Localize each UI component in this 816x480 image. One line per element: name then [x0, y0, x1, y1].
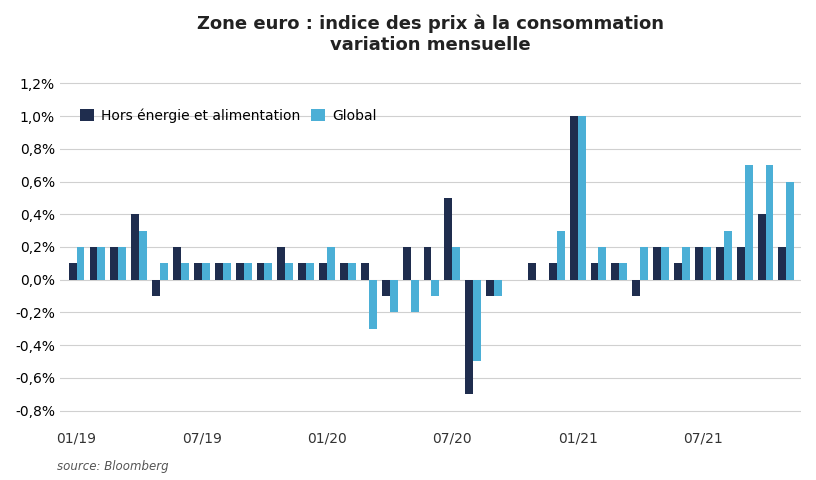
Legend: Hors énergie et alimentation, Global: Hors énergie et alimentation, Global — [74, 103, 382, 128]
Bar — [140, 230, 147, 280]
Bar — [277, 247, 286, 280]
Bar — [319, 264, 327, 280]
Bar — [361, 264, 369, 280]
Bar — [557, 230, 565, 280]
Bar — [632, 280, 641, 296]
Bar — [486, 280, 494, 296]
Bar — [452, 247, 460, 280]
Bar — [152, 280, 160, 296]
Bar — [286, 264, 293, 280]
Bar — [77, 247, 85, 280]
Bar — [611, 264, 619, 280]
Bar — [215, 264, 223, 280]
Bar — [223, 264, 231, 280]
Bar — [90, 247, 97, 280]
Bar — [661, 247, 669, 280]
Bar — [445, 198, 452, 280]
Bar — [264, 264, 273, 280]
Bar — [494, 280, 502, 296]
Bar — [682, 247, 690, 280]
Bar — [619, 264, 628, 280]
Bar — [778, 247, 787, 280]
Bar — [69, 264, 77, 280]
Bar — [528, 264, 536, 280]
Bar — [369, 280, 377, 329]
Bar — [244, 264, 251, 280]
Bar — [703, 247, 711, 280]
Bar — [402, 247, 410, 280]
Bar — [765, 165, 774, 280]
Bar — [110, 247, 118, 280]
Bar — [674, 264, 682, 280]
Bar — [327, 247, 335, 280]
Bar — [641, 247, 648, 280]
Bar — [118, 247, 126, 280]
Bar — [598, 247, 606, 280]
Bar — [348, 264, 356, 280]
Bar — [299, 264, 306, 280]
Bar — [97, 247, 105, 280]
Bar — [194, 264, 202, 280]
Bar — [737, 247, 745, 280]
Bar — [473, 280, 481, 361]
Bar — [410, 280, 419, 312]
Bar — [382, 280, 390, 296]
Bar — [570, 116, 578, 280]
Bar — [578, 116, 586, 280]
Bar — [131, 214, 140, 280]
Title: Zone euro : indice des prix à la consommation
variation mensuelle: Zone euro : indice des prix à la consomm… — [197, 15, 664, 54]
Bar — [340, 264, 348, 280]
Bar — [432, 280, 439, 296]
Bar — [716, 247, 724, 280]
Bar — [653, 247, 661, 280]
Bar — [591, 264, 598, 280]
Bar — [256, 264, 264, 280]
Bar — [202, 264, 210, 280]
Bar — [424, 247, 432, 280]
Bar — [160, 264, 168, 280]
Bar — [306, 264, 314, 280]
Bar — [390, 280, 397, 312]
Bar — [745, 165, 752, 280]
Bar — [465, 280, 473, 394]
Bar — [181, 264, 188, 280]
Bar — [173, 247, 181, 280]
Bar — [787, 181, 794, 280]
Bar — [549, 264, 557, 280]
Bar — [236, 264, 244, 280]
Text: source: Bloomberg: source: Bloomberg — [57, 460, 169, 473]
Bar — [695, 247, 703, 280]
Bar — [757, 214, 765, 280]
Bar — [724, 230, 732, 280]
